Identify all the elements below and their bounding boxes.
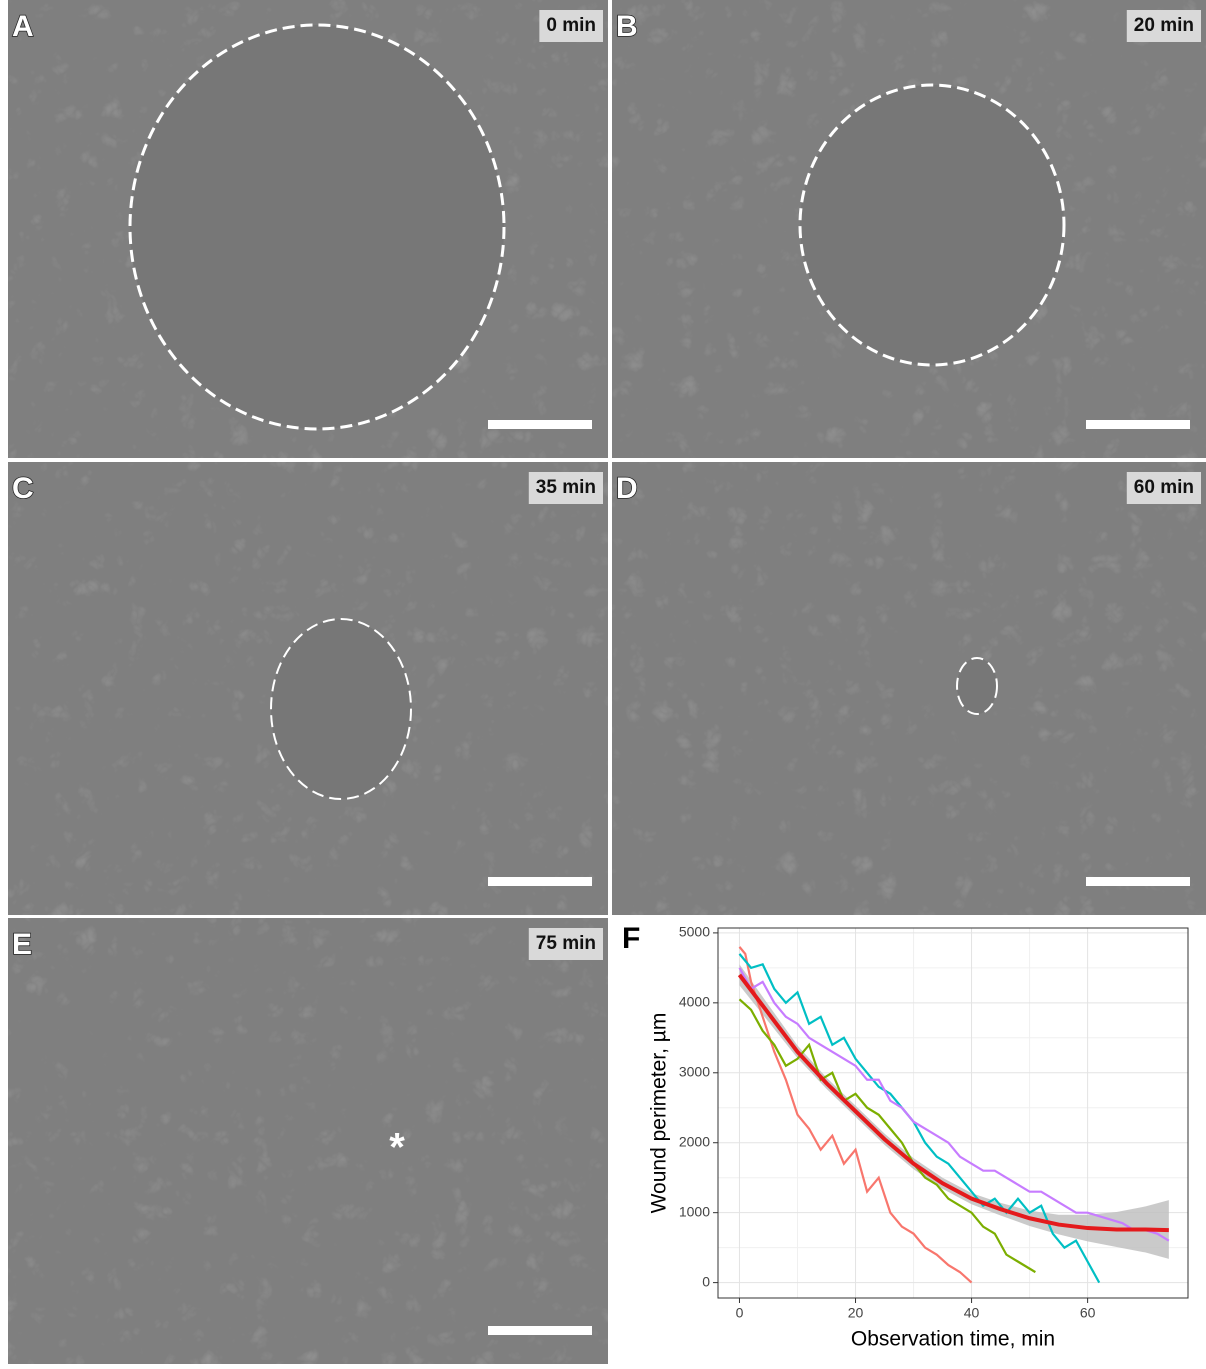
scale-bar [488, 1326, 592, 1335]
x-tick-label: 40 [964, 1305, 980, 1321]
x-tick-label: 20 [848, 1305, 864, 1321]
series-line [738, 953, 1101, 1284]
time-label: 35 min [536, 477, 596, 498]
panel-label: A [12, 10, 34, 43]
plot-border [717, 927, 1189, 1299]
time-box [1126, 472, 1201, 504]
y-tick-label: 1000 [679, 1203, 710, 1219]
series-line [738, 946, 973, 1284]
time-box [528, 928, 603, 960]
series-line [738, 998, 1036, 1274]
time-box [1126, 10, 1201, 42]
y-tick-label: 4000 [679, 994, 710, 1010]
closure-marker: * [389, 1126, 405, 1170]
panel-label: C [12, 472, 34, 505]
panel-label: D [616, 472, 638, 505]
wound-area [130, 25, 504, 429]
wound-outline [798, 83, 1066, 367]
scale-bar [1086, 877, 1190, 886]
scale-bar [488, 420, 592, 429]
time-label: 0 min [546, 15, 596, 36]
x-axis-title: Observation time, min [851, 1328, 1055, 1351]
time-label: 20 min [1134, 15, 1194, 36]
y-tick-label: 3000 [679, 1063, 710, 1079]
wound-outline [956, 657, 998, 715]
y-tick-label: 0 [702, 1273, 710, 1289]
panel-label: E [12, 928, 32, 961]
wound-outline [128, 23, 506, 431]
fit-line [737, 973, 1169, 1233]
wound-outline [270, 618, 412, 800]
wound-area [800, 85, 1064, 365]
time-label: 75 min [536, 933, 596, 954]
cell-texture [612, 462, 1206, 915]
y-tick-label: 5000 [679, 924, 710, 940]
scale-bar [1086, 420, 1190, 429]
y-axis-title: Wound perimeter, µm [648, 1013, 671, 1214]
x-tick-label: 60 [1080, 1305, 1096, 1321]
scale-bar [488, 877, 592, 886]
wound-area [957, 658, 997, 714]
time-box [528, 472, 603, 504]
panel-label: F [622, 922, 640, 955]
time-box [539, 10, 603, 42]
y-tick-label: 2000 [679, 1133, 710, 1149]
time-label: 60 min [1134, 477, 1194, 498]
series-line [738, 967, 1170, 1242]
wound-area [271, 619, 411, 799]
cell-texture [8, 918, 608, 1364]
x-tick-label: 0 [736, 1305, 744, 1321]
panel-label: B [616, 10, 638, 43]
